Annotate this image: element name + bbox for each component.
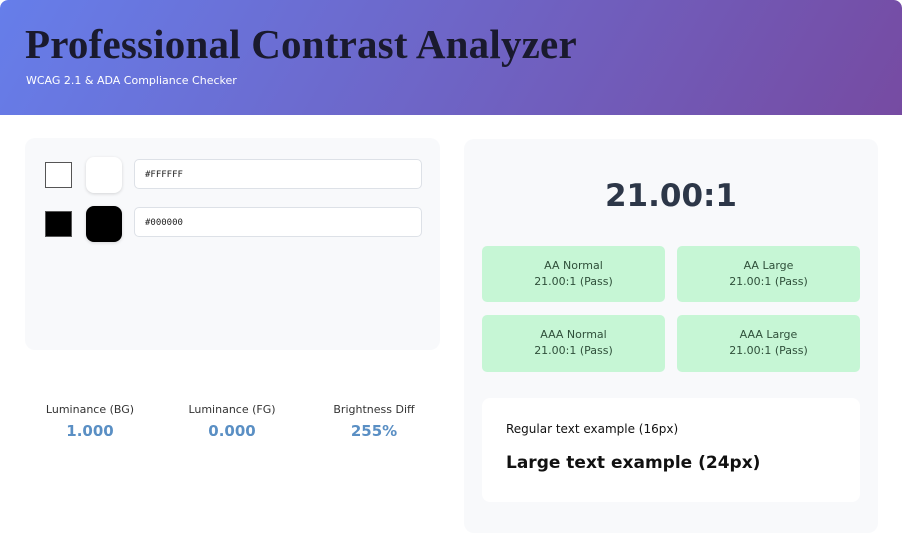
hex-input[interactable]: #FFFFFF xyxy=(134,159,422,189)
swatch-small[interactable] xyxy=(45,211,72,237)
check-card: AAA Normal 21.00:1 (Pass) xyxy=(482,315,665,372)
subtitle: WCAG 2.1 & ADA Compliance Checker xyxy=(26,74,237,87)
check-result: 21.00:1 (Pass) xyxy=(534,344,613,357)
check-card: AA Normal 21.00:1 (Pass) xyxy=(482,246,665,302)
stat-value: 0.000 xyxy=(208,422,256,440)
check-card: AAA Large 21.00:1 (Pass) xyxy=(677,315,860,372)
stat: Brightness Diff 255% xyxy=(299,403,449,440)
example-box: Regular text example (16px) Large text e… xyxy=(482,398,860,502)
stat-label: Luminance (FG) xyxy=(188,403,276,416)
check-label: AAA Normal xyxy=(540,328,607,341)
hex-input[interactable]: #000000 xyxy=(134,207,422,237)
stat: Luminance (FG) 0.000 xyxy=(157,403,307,440)
check-label: AA Normal xyxy=(544,259,603,272)
swatch-picker[interactable] xyxy=(86,206,122,242)
check-label: AAA Large xyxy=(739,328,798,341)
check-card: AA Large 21.00:1 (Pass) xyxy=(677,246,860,302)
stat-label: Brightness Diff xyxy=(333,403,415,416)
large-example: Large text example (24px) xyxy=(506,453,761,473)
regular-example: Regular text example (16px) xyxy=(506,422,679,436)
stat-label: Luminance (BG) xyxy=(45,403,135,416)
contrast-ratio: 21.00:1 xyxy=(604,178,738,214)
stat-value: 255% xyxy=(350,422,398,440)
swatch-picker[interactable] xyxy=(86,157,122,193)
check-result: 21.00:1 (Pass) xyxy=(729,275,808,288)
stat: Luminance (BG) 1.000 xyxy=(15,403,165,440)
check-label: AA Large xyxy=(743,259,794,272)
check-result: 21.00:1 (Pass) xyxy=(729,344,808,357)
title: Professional Contrast Analyzer xyxy=(25,21,577,67)
check-result: 21.00:1 (Pass) xyxy=(534,275,613,288)
header: Professional Contrast Analyzer WCAG 2.1 … xyxy=(0,0,902,115)
swatch-small[interactable] xyxy=(45,162,72,188)
stat-value: 1.000 xyxy=(66,422,114,440)
